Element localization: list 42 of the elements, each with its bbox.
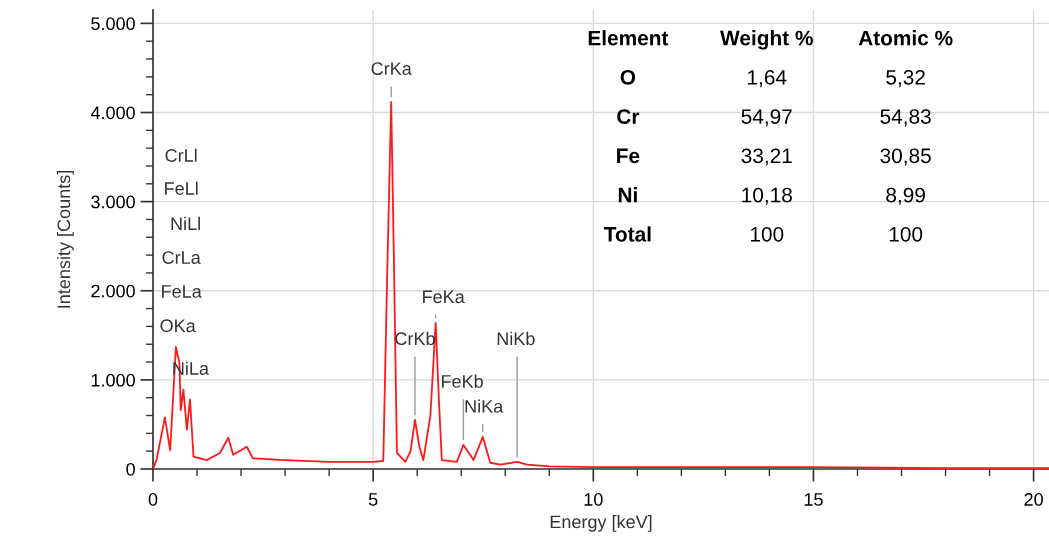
- annotation: FeKb: [441, 374, 483, 388]
- annotation: Fe: [617, 148, 640, 164]
- annotation: Cr: [617, 109, 640, 124]
- annotation: FeLl: [165, 181, 198, 195]
- x-tick-label: 10: [584, 493, 603, 506]
- annotation: Atomic %: [858, 30, 953, 46]
- y-tick-label: 0: [126, 462, 135, 476]
- y-tick-label: 3.000: [91, 195, 135, 209]
- annotation: Weight %: [720, 30, 813, 50]
- y-tick-label: 1.000: [91, 373, 135, 387]
- annotation: Total: [604, 226, 651, 242]
- annotation: FeKa: [423, 290, 465, 304]
- annotation: CrLl: [165, 148, 197, 162]
- annotation: 54,83: [880, 109, 931, 127]
- annotation: 100: [889, 226, 923, 242]
- annotation: CrLa: [162, 251, 201, 264]
- y-axis-title: Intensity [Counts]: [56, 171, 74, 308]
- x-tick-label: 5: [368, 493, 378, 506]
- x-tick-label: 15: [804, 493, 823, 506]
- annotation: NiLl: [171, 216, 200, 230]
- annotation: 30,85: [880, 148, 931, 166]
- annotation: Ni: [618, 187, 637, 203]
- annotation: 100: [750, 226, 784, 242]
- annotation: 5,32: [886, 69, 925, 88]
- x-axis-title: Energy [keV]: [550, 515, 652, 532]
- annotation: Element: [588, 30, 669, 46]
- annotation: 10,18: [742, 187, 792, 205]
- annotation: OKa: [160, 319, 196, 333]
- y-tick-label: 2.000: [91, 284, 135, 298]
- annotation: CrKa: [371, 62, 412, 76]
- annotation: 1,64: [748, 69, 787, 88]
- y-tick-label: 5.000: [91, 17, 135, 31]
- annotation: 8,99: [886, 187, 925, 205]
- annotation: FeLa: [162, 285, 202, 298]
- annotation: NiKa: [465, 399, 504, 413]
- annotation: NiKb: [497, 331, 535, 346]
- annotation: 33,21: [741, 148, 792, 166]
- y-tick-label: 4.000: [90, 106, 135, 120]
- annotation: O: [620, 69, 636, 85]
- x-tick-label: 0: [148, 493, 158, 506]
- annotation: 54,97: [741, 109, 792, 127]
- x-tick-label: 20: [1024, 493, 1043, 506]
